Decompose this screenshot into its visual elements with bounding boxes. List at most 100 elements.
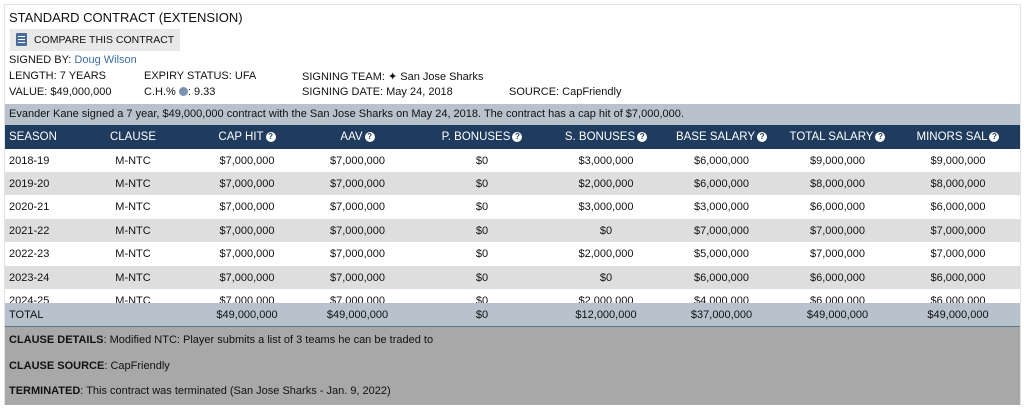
table-cell: $7,000,000 xyxy=(896,248,1020,260)
cell-text: $3,000,000 xyxy=(578,201,634,214)
table-cell: M-NTC xyxy=(71,155,195,167)
table-cell: $7,000,000 xyxy=(779,225,896,237)
clause-details: CLAUSE DETAILS: Modified NTC: Player sub… xyxy=(9,334,433,346)
cell-text: 2019-20 xyxy=(9,177,50,190)
table-cell: $7,000,000 xyxy=(195,225,299,237)
cell-text: MINORS SAL xyxy=(916,131,988,143)
table-cell: $7,000,000 xyxy=(299,272,416,284)
table-cell: $6,000,000 xyxy=(664,155,779,167)
value: VALUE: $49,000,000 xyxy=(9,86,112,98)
terminated-text: : This contract was terminated (San Jose… xyxy=(80,385,391,397)
help-icon[interactable]: ? xyxy=(875,132,886,142)
table-cell: M-NTC xyxy=(71,272,195,284)
table-cell: $6,000,000 xyxy=(664,178,779,190)
help-icon[interactable]: ? xyxy=(989,132,1000,142)
cell-text: $6,000,000 xyxy=(809,271,866,284)
cell-text: $7,000,000 xyxy=(219,224,275,237)
table-cell: $0 xyxy=(416,201,548,213)
help-icon[interactable]: ? xyxy=(757,132,768,142)
ch-label: C.H.% xyxy=(144,86,176,98)
table-cell: $0 xyxy=(548,272,664,284)
cell-text: S. BONUSES xyxy=(564,131,636,143)
table-cell: $0 xyxy=(416,155,548,167)
cell-text: $7,000,000 xyxy=(219,154,275,167)
help-icon[interactable]: ? xyxy=(364,132,375,142)
cell-text: $0 xyxy=(475,177,489,190)
column-header: AAV? xyxy=(299,131,416,143)
table-cell: $6,000,000 xyxy=(779,201,896,213)
cell-text: $0 xyxy=(475,154,489,167)
contract-summary: Evander Kane signed a 7 year, $49,000,00… xyxy=(5,104,1020,125)
cell-text: M-NTC xyxy=(115,154,151,167)
table-cell: $0 xyxy=(416,178,548,190)
clause-source: CLAUSE SOURCE: CapFriendly xyxy=(9,360,170,372)
cell-text: $7,000,000 xyxy=(329,201,386,214)
help-icon[interactable]: ? xyxy=(512,132,523,142)
cell-text: $0 xyxy=(475,308,489,321)
column-header: TOTAL SALARY? xyxy=(779,131,896,143)
cell-text: SEASON xyxy=(9,131,57,143)
help-icon[interactable]: ? xyxy=(637,132,648,142)
signed-by-label: SIGNED BY: xyxy=(9,54,72,66)
source: SOURCE: CapFriendly xyxy=(509,86,622,98)
column-header: CAP HIT? xyxy=(195,131,299,143)
cell-text: $7,000,000 xyxy=(930,224,986,237)
table-cell: $12,000,000 xyxy=(548,309,664,321)
signing-team-label: SIGNING TEAM: xyxy=(302,71,385,83)
cell-text: $6,000,000 xyxy=(809,201,866,214)
cell-text: $6,000,000 xyxy=(693,154,750,167)
cell-text: M-NTC xyxy=(115,201,151,214)
length: LENGTH: 7 YEARS xyxy=(9,70,106,82)
cell-text: $0 xyxy=(475,271,489,284)
table-cell: $8,000,000 xyxy=(896,178,1020,190)
table-cell: $7,000,000 xyxy=(299,248,416,260)
cell-text: $0 xyxy=(599,271,613,284)
cell-text: $3,000,000 xyxy=(693,201,750,214)
table-cell: $7,000,000 xyxy=(195,201,299,213)
table-cell: $7,000,000 xyxy=(195,155,299,167)
table-cell: $0 xyxy=(548,225,664,237)
table-row: 2021-22 M-NTC $7,000,000 $7,000,000 $0 $0 $7,0… xyxy=(5,219,1020,243)
cell-text: $7,000,000 xyxy=(329,224,386,237)
cell-text: $9,000,000 xyxy=(809,154,866,167)
compare-label: COMPARE THIS CONTRACT xyxy=(34,34,175,46)
cell-text: $6,000,000 xyxy=(693,271,750,284)
cell-text: P. BONUSES xyxy=(441,131,511,143)
table-cell: $6,000,000 xyxy=(896,201,1020,213)
table-cell: $5,000,000 xyxy=(664,248,779,260)
cell-text: 2023-24 xyxy=(9,271,50,284)
table-cell: 2018-19 xyxy=(5,155,71,167)
contract-title: STANDARD CONTRACT (EXTENSION) xyxy=(9,10,243,25)
table-cell: $7,000,000 xyxy=(299,155,416,167)
cell-text: $0 xyxy=(599,224,613,237)
cell-text: M-NTC xyxy=(115,271,151,284)
compare-contract-button[interactable]: COMPARE THIS CONTRACT xyxy=(10,29,181,51)
team-logo-icon: ✦ xyxy=(387,71,398,83)
table-cell: $2,000,000 xyxy=(548,248,664,260)
cell-text: $7,000,000 xyxy=(809,248,866,261)
document-icon xyxy=(16,33,27,46)
cell-text: $0 xyxy=(475,224,489,237)
table-cell: $3,000,000 xyxy=(548,155,664,167)
cell-text: M-NTC xyxy=(115,248,151,261)
cell-text: AAV xyxy=(340,131,363,143)
clause-details-label: CLAUSE DETAILS xyxy=(9,334,104,346)
cell-text: $7,000,000 xyxy=(219,271,275,284)
table-row: 2020-21 M-NTC $7,000,000 $7,000,000 $0 $3,000… xyxy=(5,196,1020,219)
help-icon[interactable]: ? xyxy=(265,132,276,142)
cell-text: $0 xyxy=(475,248,489,261)
cell-text: $9,000,000 xyxy=(930,154,986,167)
help-icon[interactable] xyxy=(178,87,188,96)
signed-by-link[interactable]: Doug Wilson xyxy=(74,54,137,66)
cell-text: 2022-23 xyxy=(9,248,50,261)
table-cell: $7,000,000 xyxy=(299,178,416,190)
cell-text: TOTAL xyxy=(9,308,44,321)
cell-text: $7,000,000 xyxy=(809,224,866,237)
table-cell: $0 xyxy=(416,225,548,237)
signing-team: SIGNING TEAM: ✦ San Jose Sharks xyxy=(302,70,483,83)
cell-text: $49,000,000 xyxy=(927,308,989,321)
cell-text: BASE SALARY xyxy=(675,131,756,143)
cell-text: $2,000,000 xyxy=(578,248,634,261)
cell-text: $5,000,000 xyxy=(693,248,750,261)
table-cell: $6,000,000 xyxy=(779,272,896,284)
